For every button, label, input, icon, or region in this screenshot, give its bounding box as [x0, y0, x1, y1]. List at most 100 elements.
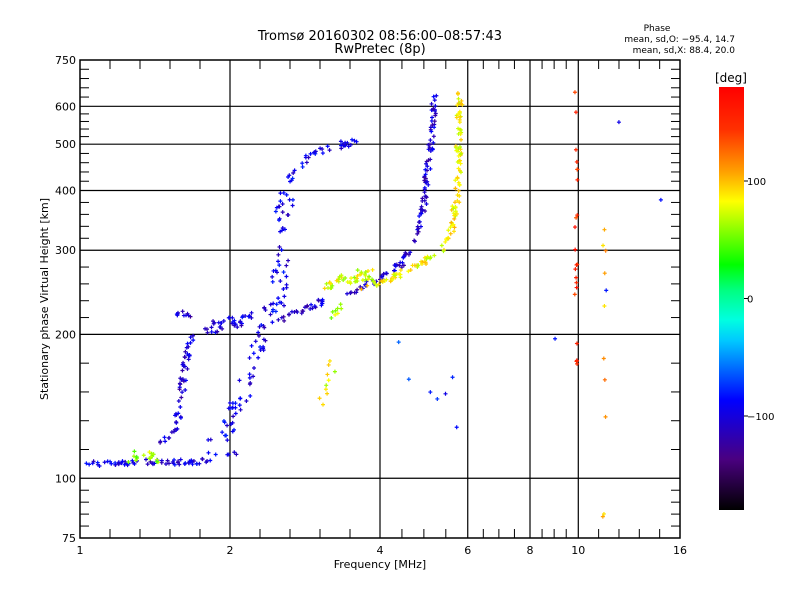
data-point	[430, 147, 435, 152]
data-point	[165, 458, 170, 463]
data-point	[176, 411, 181, 416]
grid-lines	[80, 60, 680, 538]
data-point	[426, 158, 431, 163]
data-point	[292, 168, 297, 173]
colorbar-tick-label: −100	[747, 412, 774, 423]
data-point	[355, 268, 360, 273]
data-point	[291, 170, 296, 175]
data-point	[327, 358, 332, 363]
data-point	[239, 323, 244, 328]
data-point	[141, 453, 146, 458]
data-point	[167, 435, 172, 440]
data-point	[573, 147, 578, 152]
data-point	[180, 390, 185, 395]
data-point	[300, 308, 305, 313]
data-point	[235, 325, 240, 330]
data-point	[410, 263, 415, 268]
data-point	[422, 187, 427, 192]
data-point	[601, 511, 606, 516]
data-point	[328, 281, 333, 286]
data-point	[278, 229, 283, 234]
data-point	[450, 204, 455, 209]
data-point	[416, 220, 421, 225]
data-point	[431, 106, 436, 111]
data-point	[252, 365, 257, 370]
data-point	[348, 142, 353, 147]
data-point	[317, 396, 322, 401]
data-point	[247, 382, 252, 387]
data-point	[263, 308, 268, 313]
chart-title: Tromsø 20160302 08:56:00–08:57:43	[257, 29, 502, 44]
data-point	[603, 248, 608, 253]
data-point	[280, 210, 285, 215]
data-point	[270, 274, 275, 279]
data-point	[355, 273, 360, 278]
data-point	[337, 274, 342, 279]
data-point	[262, 325, 267, 330]
data-point	[145, 462, 150, 467]
data-point	[281, 314, 286, 319]
data-point	[191, 333, 196, 338]
data-point	[459, 137, 464, 142]
data-point	[352, 275, 357, 280]
data-point	[435, 396, 440, 401]
data-point	[329, 285, 334, 290]
data-point	[573, 225, 578, 230]
data-point	[278, 191, 283, 196]
data-point	[416, 263, 421, 268]
data-point	[388, 279, 393, 284]
data-point	[282, 227, 287, 232]
y-tick-labels: 75 100 200 300 400 500 600 750	[55, 54, 76, 545]
data-point	[281, 270, 286, 275]
data-point	[270, 279, 275, 284]
data-point	[227, 315, 232, 320]
data-point	[326, 362, 331, 367]
data-point	[602, 227, 607, 232]
data-point	[233, 401, 238, 406]
data-point	[330, 309, 335, 314]
data-point	[172, 462, 177, 467]
data-point	[574, 215, 579, 220]
data-point	[433, 111, 438, 116]
data-point	[455, 193, 460, 198]
data-point	[215, 329, 220, 334]
data-point	[456, 126, 461, 131]
data-point	[174, 312, 179, 317]
data-point	[256, 355, 261, 360]
data-point	[367, 274, 372, 279]
data-point	[271, 307, 276, 312]
data-point	[432, 98, 437, 103]
plot-frame	[79, 59, 681, 539]
data-point	[380, 279, 385, 284]
data-point	[184, 345, 189, 350]
data-point	[323, 387, 328, 392]
y-tick-label: 200	[55, 328, 76, 341]
data-point	[363, 273, 368, 278]
data-point	[109, 461, 114, 466]
data-point	[346, 144, 351, 149]
data-point	[432, 253, 437, 258]
data-point	[601, 243, 606, 248]
data-point	[227, 400, 232, 405]
data-point	[575, 177, 580, 182]
data-points	[84, 90, 663, 519]
data-point	[268, 302, 273, 307]
data-point	[455, 92, 460, 97]
data-point	[159, 460, 164, 465]
data-point	[429, 101, 434, 106]
data-point	[276, 252, 281, 257]
data-point	[286, 258, 291, 263]
data-point	[396, 340, 401, 345]
data-point	[428, 166, 433, 171]
data-point	[133, 458, 138, 463]
data-point	[276, 259, 281, 264]
data-point	[308, 151, 313, 156]
data-point	[363, 282, 368, 287]
data-point	[87, 462, 92, 467]
data-point	[234, 452, 239, 457]
data-point	[428, 390, 433, 395]
data-point	[412, 238, 417, 243]
data-point	[287, 197, 292, 202]
data-point	[97, 463, 102, 468]
data-point	[408, 268, 413, 273]
